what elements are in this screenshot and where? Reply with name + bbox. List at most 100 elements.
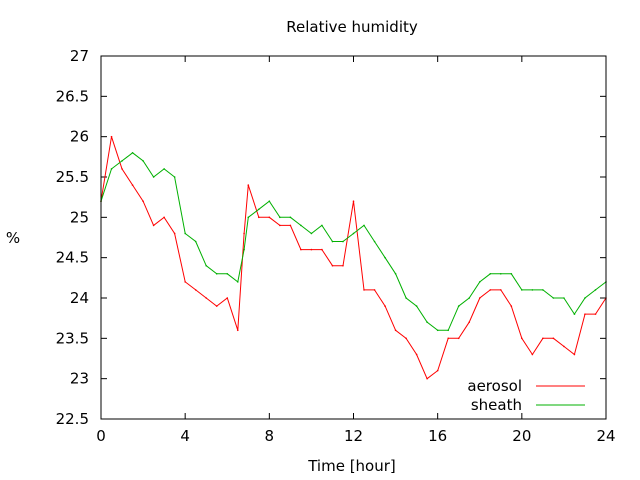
data-point-aerosol	[173, 232, 176, 235]
y-tick-label: 27	[70, 47, 89, 65]
data-point-aerosol	[373, 289, 376, 291]
data-point-sheath	[131, 152, 134, 154]
data-point-aerosol	[457, 337, 460, 340]
data-point-aerosol	[321, 248, 323, 251]
data-point-aerosol	[226, 297, 229, 299]
data-point-sheath	[499, 273, 502, 275]
y-tick-label: 23.5	[56, 329, 89, 347]
data-point-sheath	[478, 281, 481, 283]
data-point-sheath	[258, 208, 260, 211]
data-point-aerosol	[142, 200, 144, 202]
y-tick-label: 25.5	[56, 168, 89, 186]
data-point-aerosol	[552, 337, 555, 340]
data-point-sheath	[405, 297, 407, 299]
data-point-sheath	[415, 305, 418, 307]
x-tick-label: 12	[344, 427, 363, 445]
data-point-aerosol	[194, 289, 197, 291]
data-point-sheath	[236, 281, 239, 283]
data-point-sheath	[457, 305, 460, 307]
data-point-aerosol	[110, 135, 113, 138]
data-point-sheath	[426, 321, 428, 324]
data-point-aerosol	[331, 264, 334, 267]
data-point-aerosol	[247, 184, 250, 186]
data-point-aerosol	[163, 216, 165, 219]
data-point-aerosol	[184, 281, 186, 283]
data-point-sheath	[436, 329, 439, 332]
data-point-aerosol	[342, 264, 344, 267]
data-point-sheath	[331, 240, 334, 243]
data-point-aerosol	[236, 329, 239, 332]
data-point-aerosol	[584, 313, 586, 315]
data-point-sheath	[310, 232, 313, 235]
plot-frame	[100, 55, 607, 420]
data-point-sheath	[152, 176, 155, 178]
data-point-aerosol	[205, 297, 208, 299]
x-tick-label: 0	[96, 427, 106, 445]
data-point-sheath	[279, 216, 281, 219]
data-point-sheath	[142, 160, 144, 162]
x-tick-label: 4	[180, 427, 190, 445]
data-point-sheath	[542, 289, 544, 291]
data-point-sheath	[521, 289, 523, 291]
data-point-sheath	[584, 297, 586, 299]
data-point-aerosol	[436, 369, 439, 372]
x-tick-label: 24	[596, 427, 615, 445]
data-point-aerosol	[563, 345, 565, 348]
data-point-aerosol	[510, 305, 513, 307]
data-point-sheath	[563, 297, 565, 299]
data-point-sheath	[373, 240, 376, 243]
data-point-sheath	[205, 264, 208, 267]
data-point-aerosol	[131, 184, 134, 186]
data-point-sheath	[394, 273, 397, 275]
data-point-aerosol	[521, 337, 523, 340]
series-layer	[100, 135, 607, 380]
data-point-sheath	[300, 224, 302, 227]
data-point-sheath	[215, 273, 218, 275]
data-point-sheath	[531, 289, 534, 291]
data-point-aerosol	[468, 321, 471, 324]
data-point-aerosol	[531, 353, 534, 356]
data-point-sheath	[226, 273, 229, 275]
data-point-aerosol	[415, 353, 418, 356]
chart-title: Relative humidity	[286, 18, 418, 36]
y-tick-label: 26	[70, 128, 89, 146]
data-point-sheath	[342, 240, 344, 243]
y-tick-label: 22.5	[56, 410, 89, 428]
data-point-sheath	[121, 160, 123, 162]
data-point-sheath	[194, 240, 197, 243]
data-point-sheath	[173, 176, 176, 178]
data-point-aerosol	[300, 248, 302, 251]
y-tick-label: 24	[70, 289, 89, 307]
y-tick-label: 24.5	[56, 249, 89, 267]
data-point-aerosol	[573, 353, 576, 356]
data-point-sheath	[352, 232, 355, 235]
data-point-sheath	[384, 256, 386, 259]
data-point-aerosol	[594, 313, 597, 315]
data-point-aerosol	[499, 289, 502, 291]
data-point-aerosol	[478, 297, 481, 299]
x-axis-label: Time [hour]	[307, 457, 396, 475]
data-point-sheath	[447, 329, 449, 332]
y-tick-label: 23	[70, 370, 89, 388]
legend-label-sheath: sheath	[471, 396, 522, 414]
data-point-sheath	[247, 216, 250, 219]
data-point-aerosol	[215, 305, 218, 307]
series-line-sheath	[100, 152, 607, 331]
data-point-sheath	[268, 200, 271, 202]
data-point-sheath	[243, 248, 245, 251]
data-point-aerosol	[394, 329, 397, 332]
axis-ticks: 0 4 8 12 16 20 24 22.5 23 23.5 24 24.5 25 25.5 26 26.5 2…	[56, 47, 616, 445]
data-point-aerosol	[542, 337, 544, 340]
data-point-aerosol	[289, 224, 292, 227]
data-point-aerosol	[268, 216, 271, 219]
data-point-sheath	[363, 224, 365, 227]
data-point-aerosol	[489, 289, 492, 291]
data-point-sheath	[110, 168, 113, 170]
x-tick-label: 16	[428, 427, 447, 445]
legend-label-aerosol: aerosol	[467, 377, 522, 395]
x-tick-label: 20	[512, 427, 531, 445]
data-point-sheath	[468, 297, 471, 299]
data-point-aerosol	[447, 337, 449, 340]
